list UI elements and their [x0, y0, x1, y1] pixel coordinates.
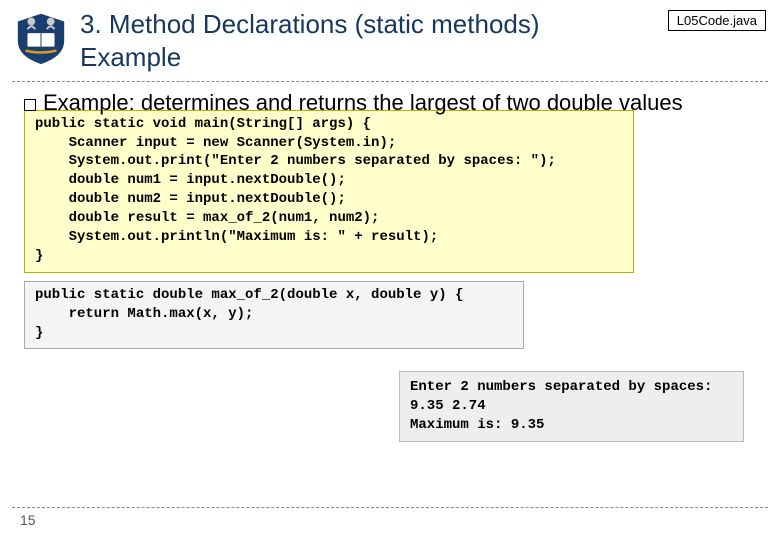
slide-content: Example: determines and returns the larg… — [0, 88, 780, 442]
university-logo — [12, 8, 70, 66]
bullet-marker-icon — [24, 99, 36, 111]
title-block: 3. Method Declarations (static methods) … — [80, 8, 768, 73]
title-line-1: 3. Method Declarations (static methods) — [80, 9, 540, 39]
slide-number: 15 — [12, 512, 768, 528]
code-block-main: public static void main(String[] args) {… — [24, 110, 634, 273]
intro-rest: determines and returns the largest of tw… — [135, 90, 683, 115]
slide-header: 3. Method Declarations (static methods) … — [0, 0, 780, 79]
file-label: L05Code.java — [668, 10, 766, 31]
intro-prefix: Example: — [43, 90, 135, 115]
intro-bullet: Example: determines and returns the larg… — [24, 88, 756, 118]
header-divider — [12, 81, 768, 82]
footer-divider — [12, 507, 768, 508]
output-block: Enter 2 numbers separated by spaces: 9.3… — [399, 371, 744, 442]
title-line-2: Example — [80, 42, 181, 72]
slide-footer: 15 — [12, 507, 768, 528]
code-block-sub: public static double max_of_2(double x, … — [24, 281, 524, 350]
